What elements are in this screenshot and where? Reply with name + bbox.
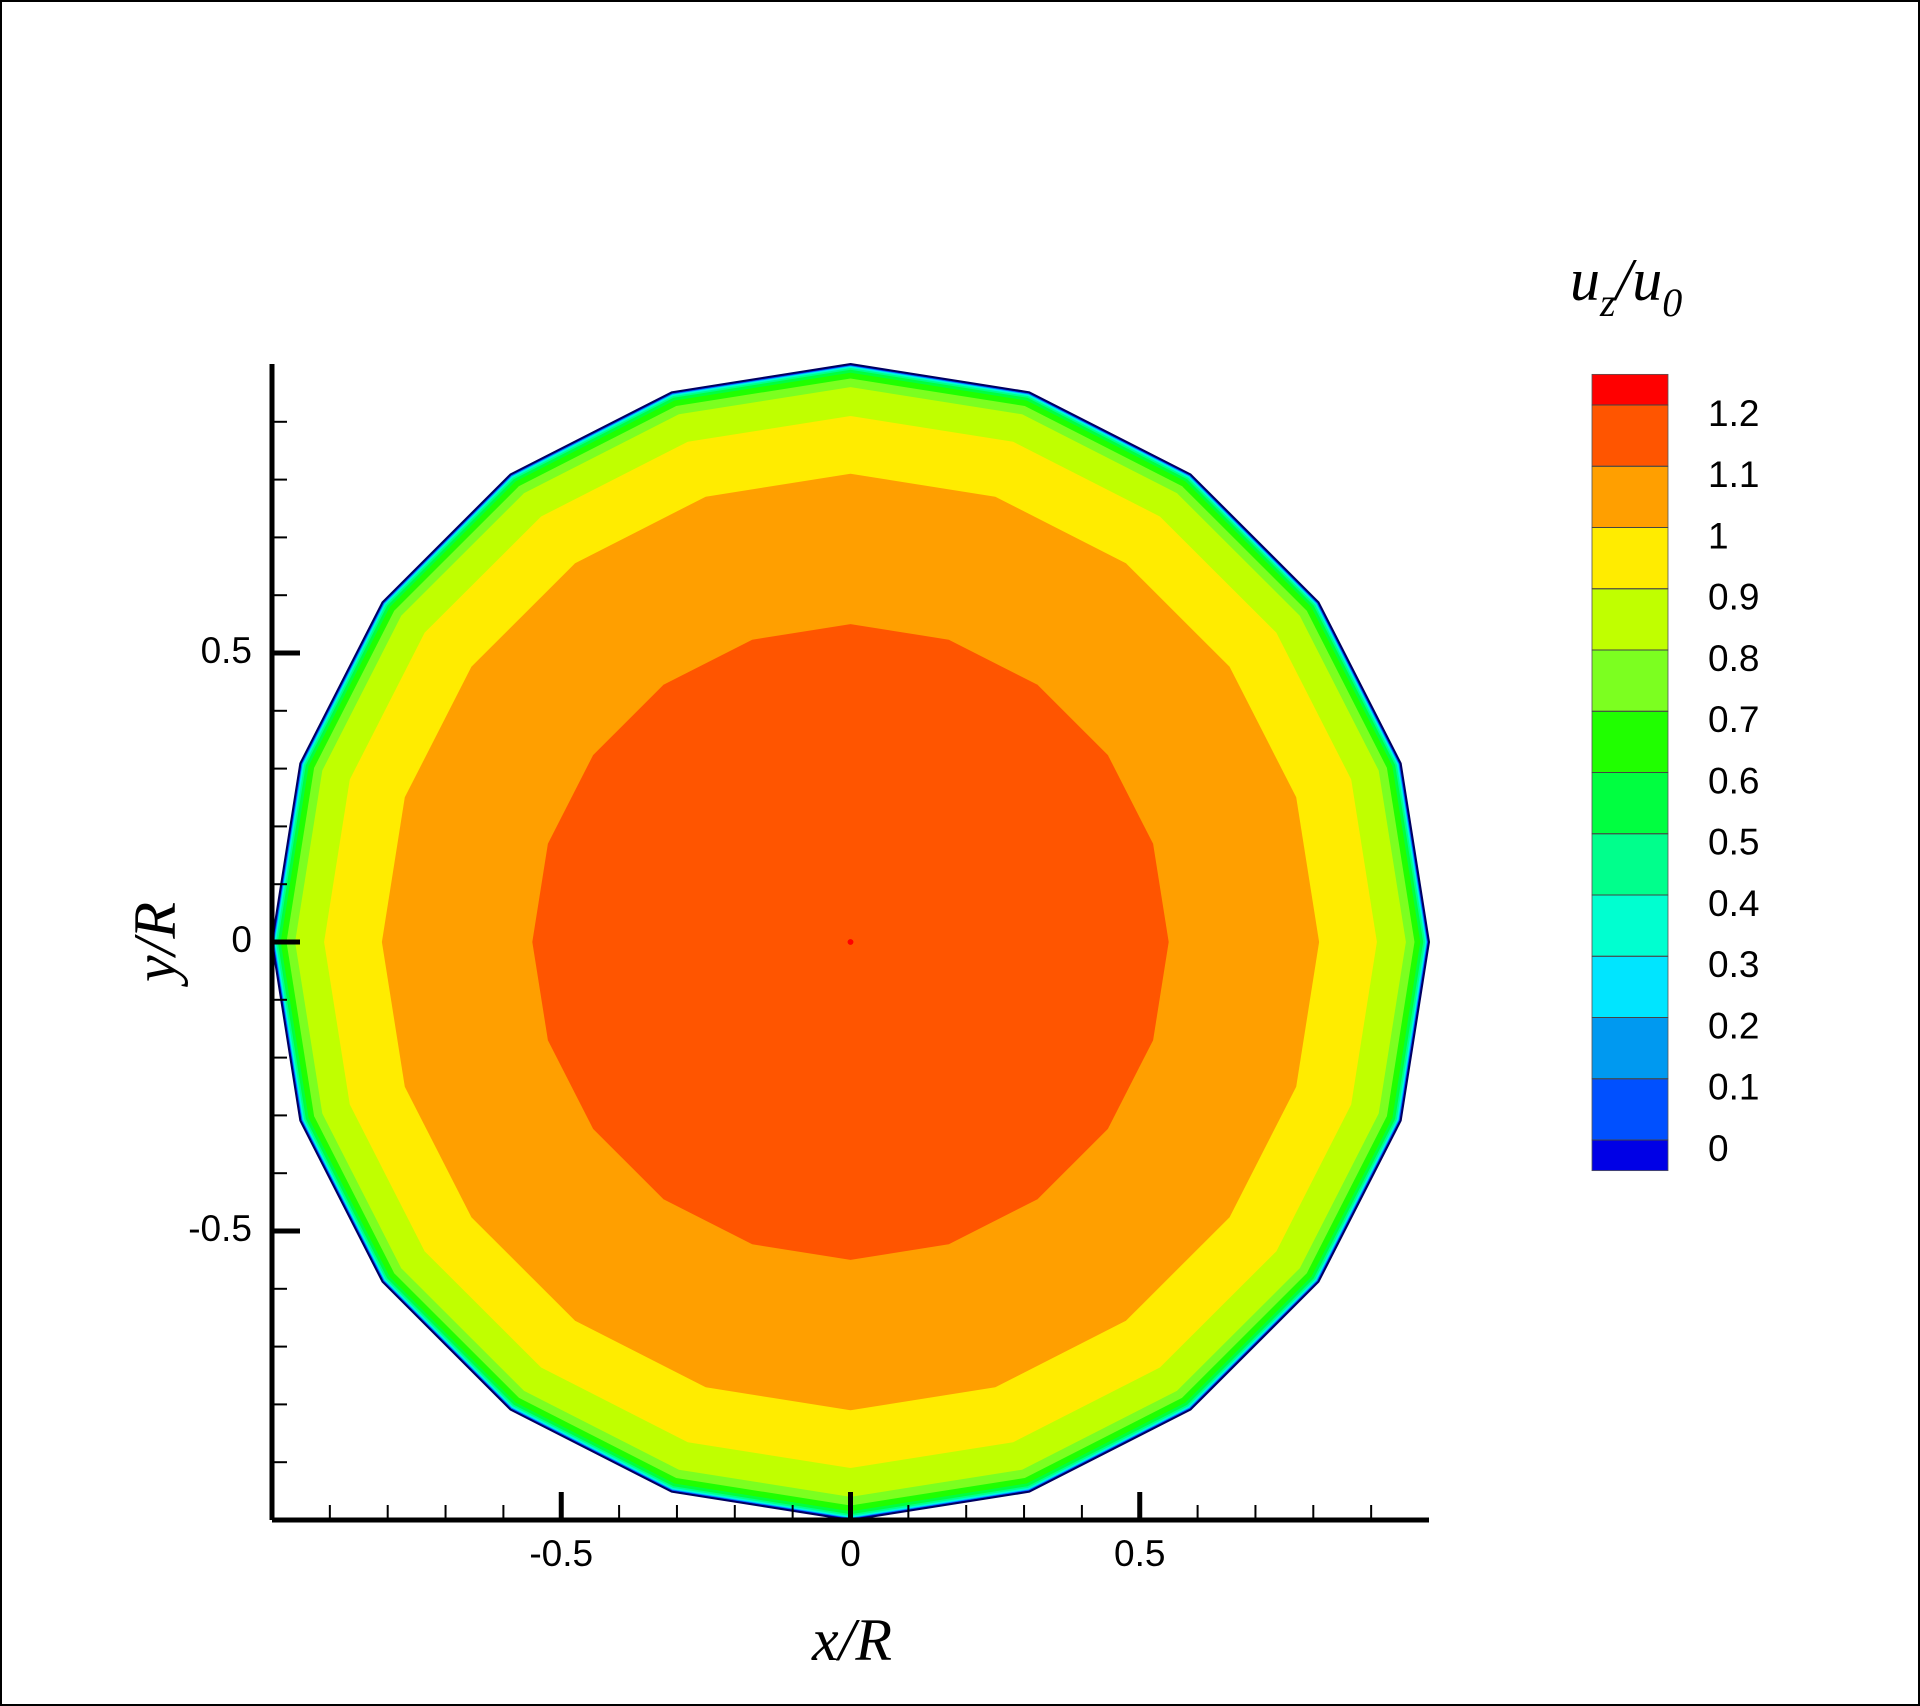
colorbar-title-subscript: z — [1599, 280, 1616, 325]
colorbar-band — [1591, 1017, 1669, 1080]
x-axis-title: x/R — [811, 1607, 892, 1673]
y-tick-label: 0 — [231, 919, 252, 960]
colorbar-label: 1.2 — [1708, 393, 1759, 434]
colorbar-label: 1 — [1708, 515, 1729, 556]
colorbar-label: 0.3 — [1708, 944, 1759, 985]
colorbar-label: 0.1 — [1708, 1067, 1759, 1108]
colorbar-band — [1591, 772, 1669, 835]
colorbar-label: 0.5 — [1708, 822, 1759, 863]
colorbar-band — [1591, 1078, 1669, 1141]
colorbar-band — [1591, 588, 1669, 651]
y-tick-label: -0.5 — [188, 1208, 252, 1249]
x-tick-label: 0 — [840, 1533, 861, 1574]
colorbar-title-part: /u — [1613, 247, 1663, 313]
colorbar-label: 0.9 — [1708, 577, 1759, 618]
colorbar-band — [1591, 649, 1669, 712]
colorbar-label: 1.1 — [1708, 454, 1759, 495]
colorbar-band — [1591, 833, 1669, 896]
colorbar-label: 0.7 — [1708, 699, 1759, 740]
colorbar-band — [1591, 894, 1669, 957]
colorbar-band — [1591, 404, 1669, 467]
x-tick-label: 0.5 — [1114, 1533, 1165, 1574]
colorbar-label: 0 — [1708, 1128, 1729, 1169]
colorbar-band — [1591, 1139, 1669, 1172]
colorbar-band — [1591, 373, 1669, 406]
colorbar-band — [1591, 710, 1669, 773]
colorbar-label: 0.6 — [1708, 760, 1759, 801]
colorbar-band — [1591, 527, 1669, 590]
y-axis-title: y/R — [122, 902, 188, 988]
colorbar-band — [1591, 465, 1669, 528]
contour-region — [847, 939, 854, 945]
colorbar-label: 0.2 — [1708, 1005, 1759, 1046]
colorbar-band — [1591, 955, 1669, 1018]
colorbar-title: uz/u0 — [1570, 247, 1682, 325]
x-tick-label: -0.5 — [529, 1533, 593, 1574]
y-tick-label: 0.5 — [201, 630, 252, 671]
colorbar-title-subscript: 0 — [1662, 280, 1682, 325]
colorbar-title-part: u — [1570, 247, 1600, 313]
colorbar-label: 0.4 — [1708, 883, 1759, 924]
colorbar-label: 0.8 — [1708, 638, 1759, 679]
